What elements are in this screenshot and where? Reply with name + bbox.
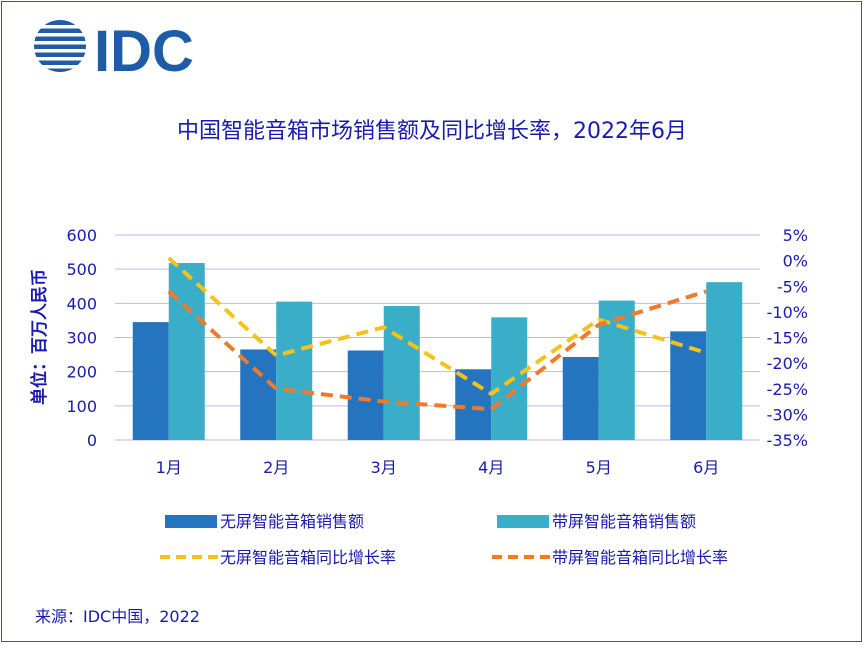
y-tick-label: 100 [66,397,97,416]
y2-axis-ticks: 5% 0% -5% -10% -15% -20% -25% -30% -35% [767,226,808,450]
x-tick-label: 3月 [371,458,397,477]
legend-swatch-bar-screen [497,515,549,528]
y2-tick-label: -20% [767,354,808,373]
x-tick-label: 6月 [693,458,719,477]
idc-logo: IDC [30,19,194,84]
y-tick-label: 500 [66,260,97,279]
chart-title: 中国智能音箱市场销售额及同比增长率，2022年6月 [177,119,687,144]
y-tick-label: 600 [66,226,97,245]
bar-no-screen [347,350,384,440]
bar-screen [491,317,528,440]
y-axis-label: 单位：百万人民币 [29,269,50,405]
y2-tick-label: 0% [783,252,808,271]
x-tick-label: 2月 [263,458,289,477]
bars [132,263,743,440]
legend-label-bar-no-screen: 无屏智能音箱销售额 [220,512,364,531]
legend-label-bar-screen: 带屏智能音箱销售额 [552,512,696,531]
x-axis-ticks: 1月 2月 3月 4月 5月 6月 [156,458,720,477]
x-tick-label: 5月 [586,458,612,477]
bar-screen [383,306,420,440]
legend-label-line-screen: 带屏智能音箱同比增长率 [552,548,728,567]
x-tick-label: 1月 [156,458,182,477]
source-note: 来源：IDC中国，2022 [35,607,200,626]
bar-screen [168,263,205,440]
bar-no-screen [240,349,277,440]
legend: 无屏智能音箱销售额 带屏智能音箱销售额 无屏智能音箱同比增长率 带屏智能音箱同比… [160,512,728,567]
y2-tick-label: -25% [767,380,808,399]
y2-tick-label: -10% [767,303,808,322]
legend-swatch-bar-no-screen [165,515,217,528]
line-no-screen [167,256,707,396]
bar-no-screen [455,369,492,440]
x-tick-label: 4月 [478,458,504,477]
bar-no-screen [562,356,599,440]
y-tick-label: 300 [66,329,97,348]
legend-label-line-no-screen: 无屏智能音箱同比增长率 [220,548,396,567]
logo-text: IDC [94,19,194,84]
bar-no-screen [132,322,169,440]
y2-tick-label: -5% [777,277,808,296]
bar-screen [706,282,743,440]
y2-tick-label: -35% [767,431,808,450]
y-tick-label: 0 [87,431,97,450]
y2-tick-label: 5% [783,226,808,245]
y-tick-label: 200 [66,363,97,382]
globe-icon [30,20,90,72]
y-tick-label: 400 [66,294,97,313]
y2-tick-label: -30% [767,405,808,424]
y2-tick-label: -15% [767,329,808,348]
bar-screen [276,301,313,440]
line-screen [167,289,707,412]
lines [167,256,707,412]
y-axis-ticks: 0 100 200 300 400 500 600 [66,226,97,450]
bar-no-screen [670,331,707,440]
